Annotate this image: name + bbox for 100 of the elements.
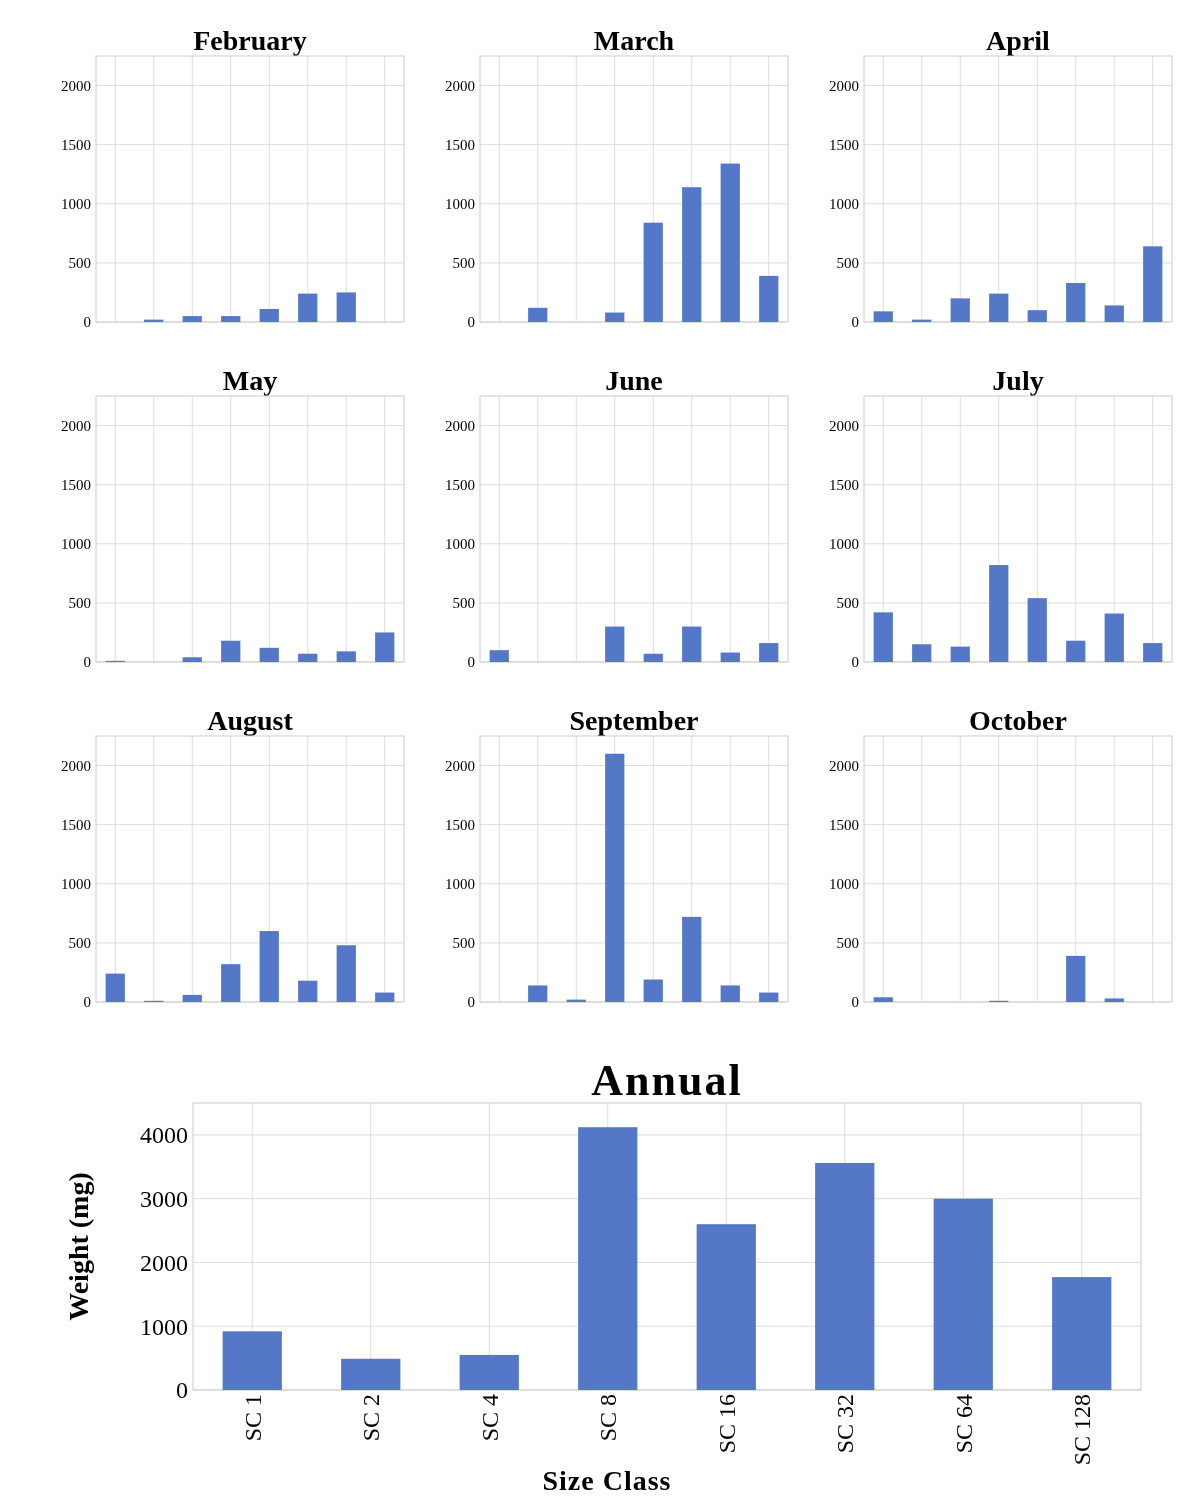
y-tick-label: 2000 [61,417,91,434]
bar [759,643,779,662]
chart-title: June [605,365,663,396]
bar [1027,598,1047,662]
bar [1104,613,1124,662]
bar [528,985,548,1002]
bar [375,632,395,662]
y-tick-label: 0 [851,314,859,331]
y-tick-label: 0 [467,994,475,1011]
bar [221,964,241,1002]
bar [259,931,279,1002]
y-tick-label: 500 [452,595,475,612]
bar [259,309,279,322]
bar [1143,643,1163,662]
y-tick-label: 1000 [829,196,859,213]
chart-title: May [222,365,278,396]
bar [682,916,702,1002]
y-tick-label: 500 [836,255,859,272]
bar [489,650,509,662]
y-tick-label: 500 [452,935,475,952]
bar [950,298,970,322]
bar [873,997,893,1002]
y-tick-label: 0 [83,314,91,331]
x-tick-label: SC 2 [358,1394,385,1442]
y-tick-label: 2000 [445,77,475,94]
y-tick-label: 1500 [445,136,475,153]
y-tick-label: 2000 [829,77,859,94]
x-tick-label: SC 16 [713,1394,740,1454]
bar [815,1162,875,1390]
bar [933,1198,993,1390]
bar [375,992,395,1002]
y-tick-label: 0 [83,654,91,671]
chart-title: March [593,25,675,56]
y-tick-label: 0 [467,314,475,331]
bar [1066,640,1086,662]
y-tick-label: 2000 [829,417,859,434]
bar [259,647,279,662]
y-tick-label: 1000 [61,196,91,213]
bar [873,612,893,662]
bar [605,753,625,1002]
y-tick-label: 0 [467,654,475,671]
bar [720,652,740,662]
bar [528,307,548,322]
bar [759,992,779,1002]
bar [720,163,740,322]
bar [221,640,241,662]
bar [720,985,740,1002]
x-axis-title: Size Class [542,1465,672,1496]
x-tick-label: SC 32 [832,1394,859,1454]
bar [1066,282,1086,322]
chart-title: April [986,25,1051,56]
bar [1052,1277,1112,1390]
bar [682,626,702,662]
y-tick-label: 1000 [445,196,475,213]
bar [221,316,241,322]
y-tick-label: 1500 [61,136,91,153]
bar [989,293,1009,322]
y-tick-label: 4000 [140,1122,188,1149]
x-tick-label: SC 4 [476,1394,503,1442]
y-tick-label: 1500 [445,476,475,493]
bar [1027,310,1047,322]
y-tick-label: 1000 [140,1313,188,1340]
y-tick-label: 2000 [445,757,475,774]
chart-title: August [207,705,294,736]
bar [222,1331,282,1390]
bar [696,1224,756,1390]
bar [298,293,318,322]
bar [643,979,663,1002]
y-tick-label: 500 [836,595,859,612]
y-tick-label: 1500 [445,816,475,833]
bar [759,275,779,322]
y-tick-label: 1500 [61,476,91,493]
bar [298,980,318,1002]
bar [643,222,663,322]
chart-title: February [193,25,307,56]
y-axis-title: Weight (mg) [63,1172,94,1321]
y-tick-label: 1500 [829,136,859,153]
y-tick-label: 2000 [61,757,91,774]
bar [605,626,625,662]
bar [643,653,663,662]
y-tick-label: 500 [68,255,91,272]
bar [605,312,625,322]
y-tick-label: 2000 [829,757,859,774]
bar [336,651,356,662]
bar [578,1127,638,1390]
chart-title: Annual [591,1056,743,1105]
x-tick-label: SC 64 [950,1394,977,1454]
bar [341,1358,401,1390]
y-tick-label: 500 [68,595,91,612]
y-tick-label: 1500 [61,816,91,833]
bar [950,646,970,662]
y-tick-label: 1000 [61,876,91,893]
bar [682,187,702,322]
bar [873,311,893,322]
y-tick-label: 3000 [140,1186,188,1213]
y-tick-label: 1000 [61,536,91,553]
y-tick-label: 0 [83,994,91,1011]
y-tick-label: 1000 [829,876,859,893]
y-tick-label: 500 [68,935,91,952]
y-tick-label: 2000 [140,1249,188,1276]
